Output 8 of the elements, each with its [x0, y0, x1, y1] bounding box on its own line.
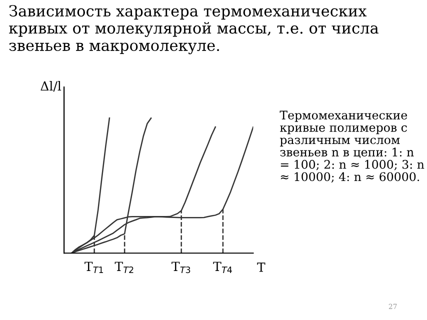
- x-tick-label: T$_{T1}$: [84, 262, 103, 273]
- text: Термомеханические кривые полимеров с различным числом звеньев n в цепи: 1: n = 100; 2: n ≈ 1000; 3: n ≈ 10000; 4: n ≈ 60000.: [280, 110, 424, 183]
- y-axis-title: Δl/l: [40, 80, 62, 92]
- x-axis-title: T: [257, 262, 266, 272]
- x-tick-label: T$_{T3}$: [172, 262, 190, 274]
- x-tick-label: T$_{T2}$: [114, 262, 134, 273]
- chart-title: Зависимость характера термомеханических кривых от молекулярной массы, т.е. от числа звеньев в макромолекуле.: [9, 5, 378, 54]
- x-tick-label: T$_{T4}$: [213, 262, 232, 273]
